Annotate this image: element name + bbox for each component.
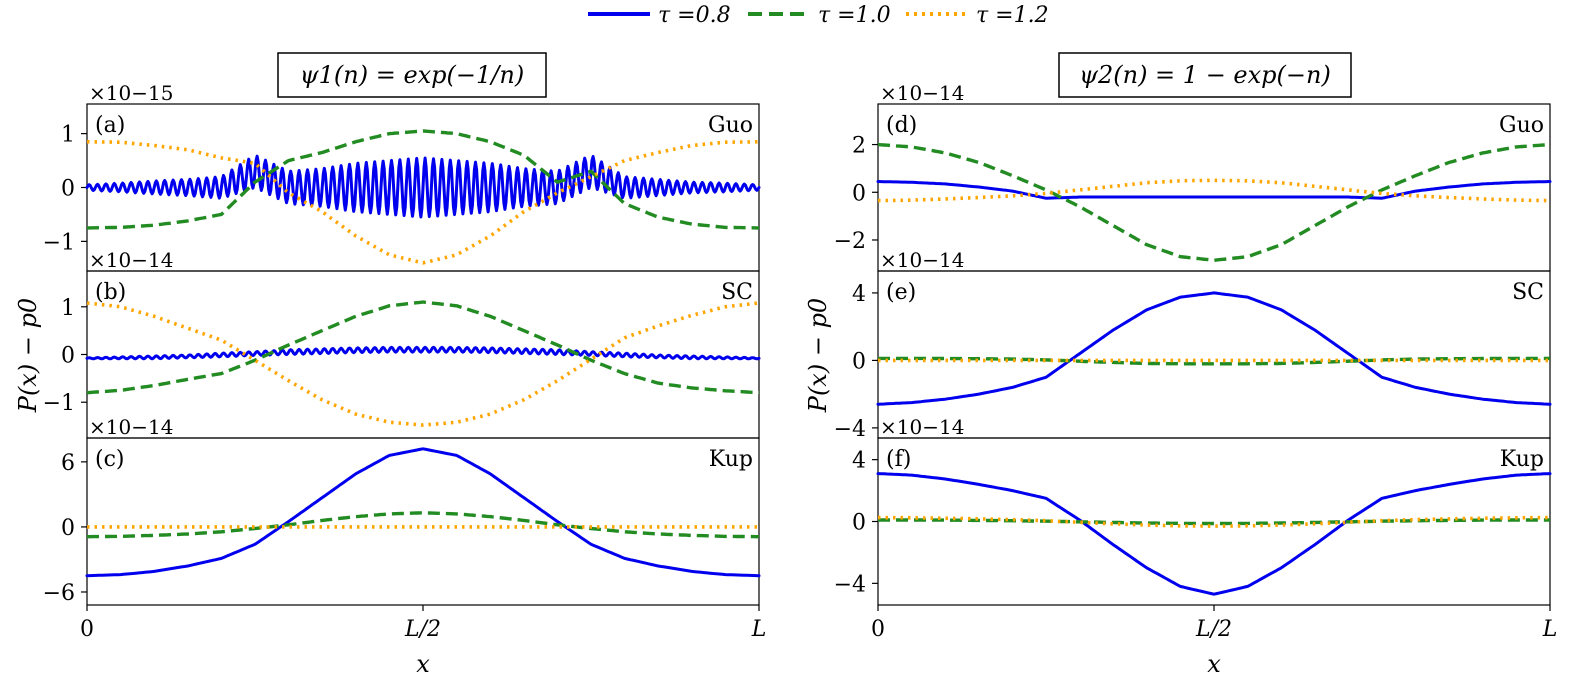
series-line-tau-0.8 bbox=[876, 291, 1552, 406]
scheme-label: Guo bbox=[708, 113, 753, 138]
y-tick-label: 4 bbox=[852, 449, 866, 474]
axis-multiplier: ×10−14 bbox=[880, 81, 964, 105]
series-line-tau-0.8 bbox=[876, 180, 1552, 200]
panel-a: 1 0 −1 (a) Guo ×10−15 bbox=[43, 81, 761, 272]
y-tick-label: −4 bbox=[834, 417, 866, 442]
axis-multiplier: ×10−15 bbox=[89, 81, 173, 105]
axis-multiplier: ×10−14 bbox=[880, 248, 964, 272]
y-axis-label-left: P(x) − p0 bbox=[14, 298, 42, 413]
y-tick-label: −2 bbox=[834, 229, 866, 254]
axis-multiplier: ×10−14 bbox=[89, 248, 173, 272]
panel-d: 2 0 −2 (d) Guo ×10−14 bbox=[834, 81, 1552, 272]
legend: τ =0.8 τ =1.0 τ =1.2 bbox=[588, 3, 1049, 28]
panel-e: 4 0 −4 (e) SC ×10−14 bbox=[834, 248, 1552, 442]
legend-label-tau-1.0: τ =1.0 bbox=[818, 3, 891, 28]
axis-multiplier: ×10−14 bbox=[880, 415, 964, 439]
panel-c: 6 0 −6 (c) Kup ×10−14 bbox=[43, 415, 761, 611]
series-line-tau-1.0 bbox=[878, 356, 1550, 366]
y-tick-label: −4 bbox=[834, 572, 866, 597]
panel-label: (f) bbox=[886, 447, 911, 472]
plot-frame bbox=[877, 270, 1551, 439]
x-tick-label: 0 bbox=[871, 617, 885, 642]
x-axis-label-right: x bbox=[1207, 650, 1221, 678]
panel-label: (b) bbox=[95, 280, 126, 305]
x-tick-label: L/2 bbox=[404, 617, 441, 642]
scheme-label: Guo bbox=[1499, 113, 1544, 138]
panel-label: (d) bbox=[886, 113, 917, 138]
x-tick-labels-left: 0 L/2 L bbox=[80, 617, 766, 642]
y-tick-label: 0 bbox=[61, 177, 75, 202]
series-line-tau-0.8 bbox=[85, 447, 761, 578]
axis-multiplier: ×10−14 bbox=[89, 415, 173, 439]
scheme-label: Kup bbox=[709, 447, 753, 472]
x-tick-label: L/2 bbox=[1195, 617, 1232, 642]
y-tick-label: 0 bbox=[852, 349, 866, 374]
scheme-label: SC bbox=[1512, 280, 1544, 305]
panel-b: 1 0 −1 (b) SC ×10−14 bbox=[43, 248, 761, 439]
series-line-tau-0.8 bbox=[85, 345, 761, 361]
y-tick-label: 6 bbox=[61, 451, 75, 476]
x-tick-labels-right: 0 L/2 L bbox=[871, 617, 1557, 642]
series-line-tau-0.8 bbox=[85, 154, 761, 219]
legend-label-tau-0.8: τ =0.8 bbox=[658, 3, 731, 28]
column-title-left: ψ1(n) = exp(−1/n) bbox=[277, 52, 547, 98]
column-title-left-text: ψ1(n) = exp(−1/n) bbox=[300, 61, 524, 89]
series-line-tau-1.0 bbox=[86, 300, 760, 395]
legend-label-tau-1.2: τ =1.2 bbox=[976, 3, 1049, 28]
x-tick-label: 0 bbox=[80, 617, 94, 642]
panel-label: (a) bbox=[95, 113, 125, 138]
panel-label: (c) bbox=[95, 447, 125, 472]
column-title-right-text: ψ2(n) = 1 − exp(−n) bbox=[1079, 61, 1331, 89]
y-tick-label: 1 bbox=[61, 123, 75, 148]
panel-f: 4 0 −4 (f) Kup ×10−14 bbox=[834, 415, 1552, 611]
y-tick-label: 2 bbox=[852, 134, 866, 159]
series-line-tau-1.2 bbox=[86, 139, 760, 265]
y-tick-label: 0 bbox=[61, 344, 75, 369]
panels: 1 0 −1 (a) Guo ×10−15 1 0 −1 (b) SC ×10−14 6 0 −6 (c) Ku… bbox=[43, 81, 1552, 611]
panel-label: (e) bbox=[886, 280, 916, 305]
x-tick-label: L bbox=[1542, 617, 1558, 642]
y-tick-label: 4 bbox=[852, 282, 866, 307]
scheme-label: SC bbox=[721, 280, 753, 305]
x-axis-label-left: x bbox=[416, 650, 430, 678]
plot-frame bbox=[86, 437, 760, 606]
series-line-tau-1.0 bbox=[877, 142, 1551, 262]
column-title-right: ψ2(n) = 1 − exp(−n) bbox=[1058, 52, 1352, 98]
y-tick-label: 0 bbox=[61, 516, 75, 541]
y-tick-label: −1 bbox=[43, 230, 75, 255]
series-line-tau-1.0 bbox=[87, 511, 759, 539]
series-line-tau-1.0 bbox=[87, 129, 759, 230]
y-tick-label: 1 bbox=[61, 296, 75, 321]
y-tick-label: 0 bbox=[852, 511, 866, 536]
series-line-tau-1.2 bbox=[86, 301, 760, 427]
scheme-label: Kup bbox=[1500, 447, 1544, 472]
y-tick-label: −1 bbox=[43, 391, 75, 416]
y-axis-label-right: P(x) − p0 bbox=[804, 298, 832, 413]
series-line-tau-0.8 bbox=[876, 472, 1552, 596]
series-line-tau-1.0 bbox=[878, 518, 1550, 526]
x-tick-label: L bbox=[751, 617, 767, 642]
y-tick-label: 0 bbox=[852, 181, 866, 206]
y-tick-label: −6 bbox=[43, 581, 75, 606]
